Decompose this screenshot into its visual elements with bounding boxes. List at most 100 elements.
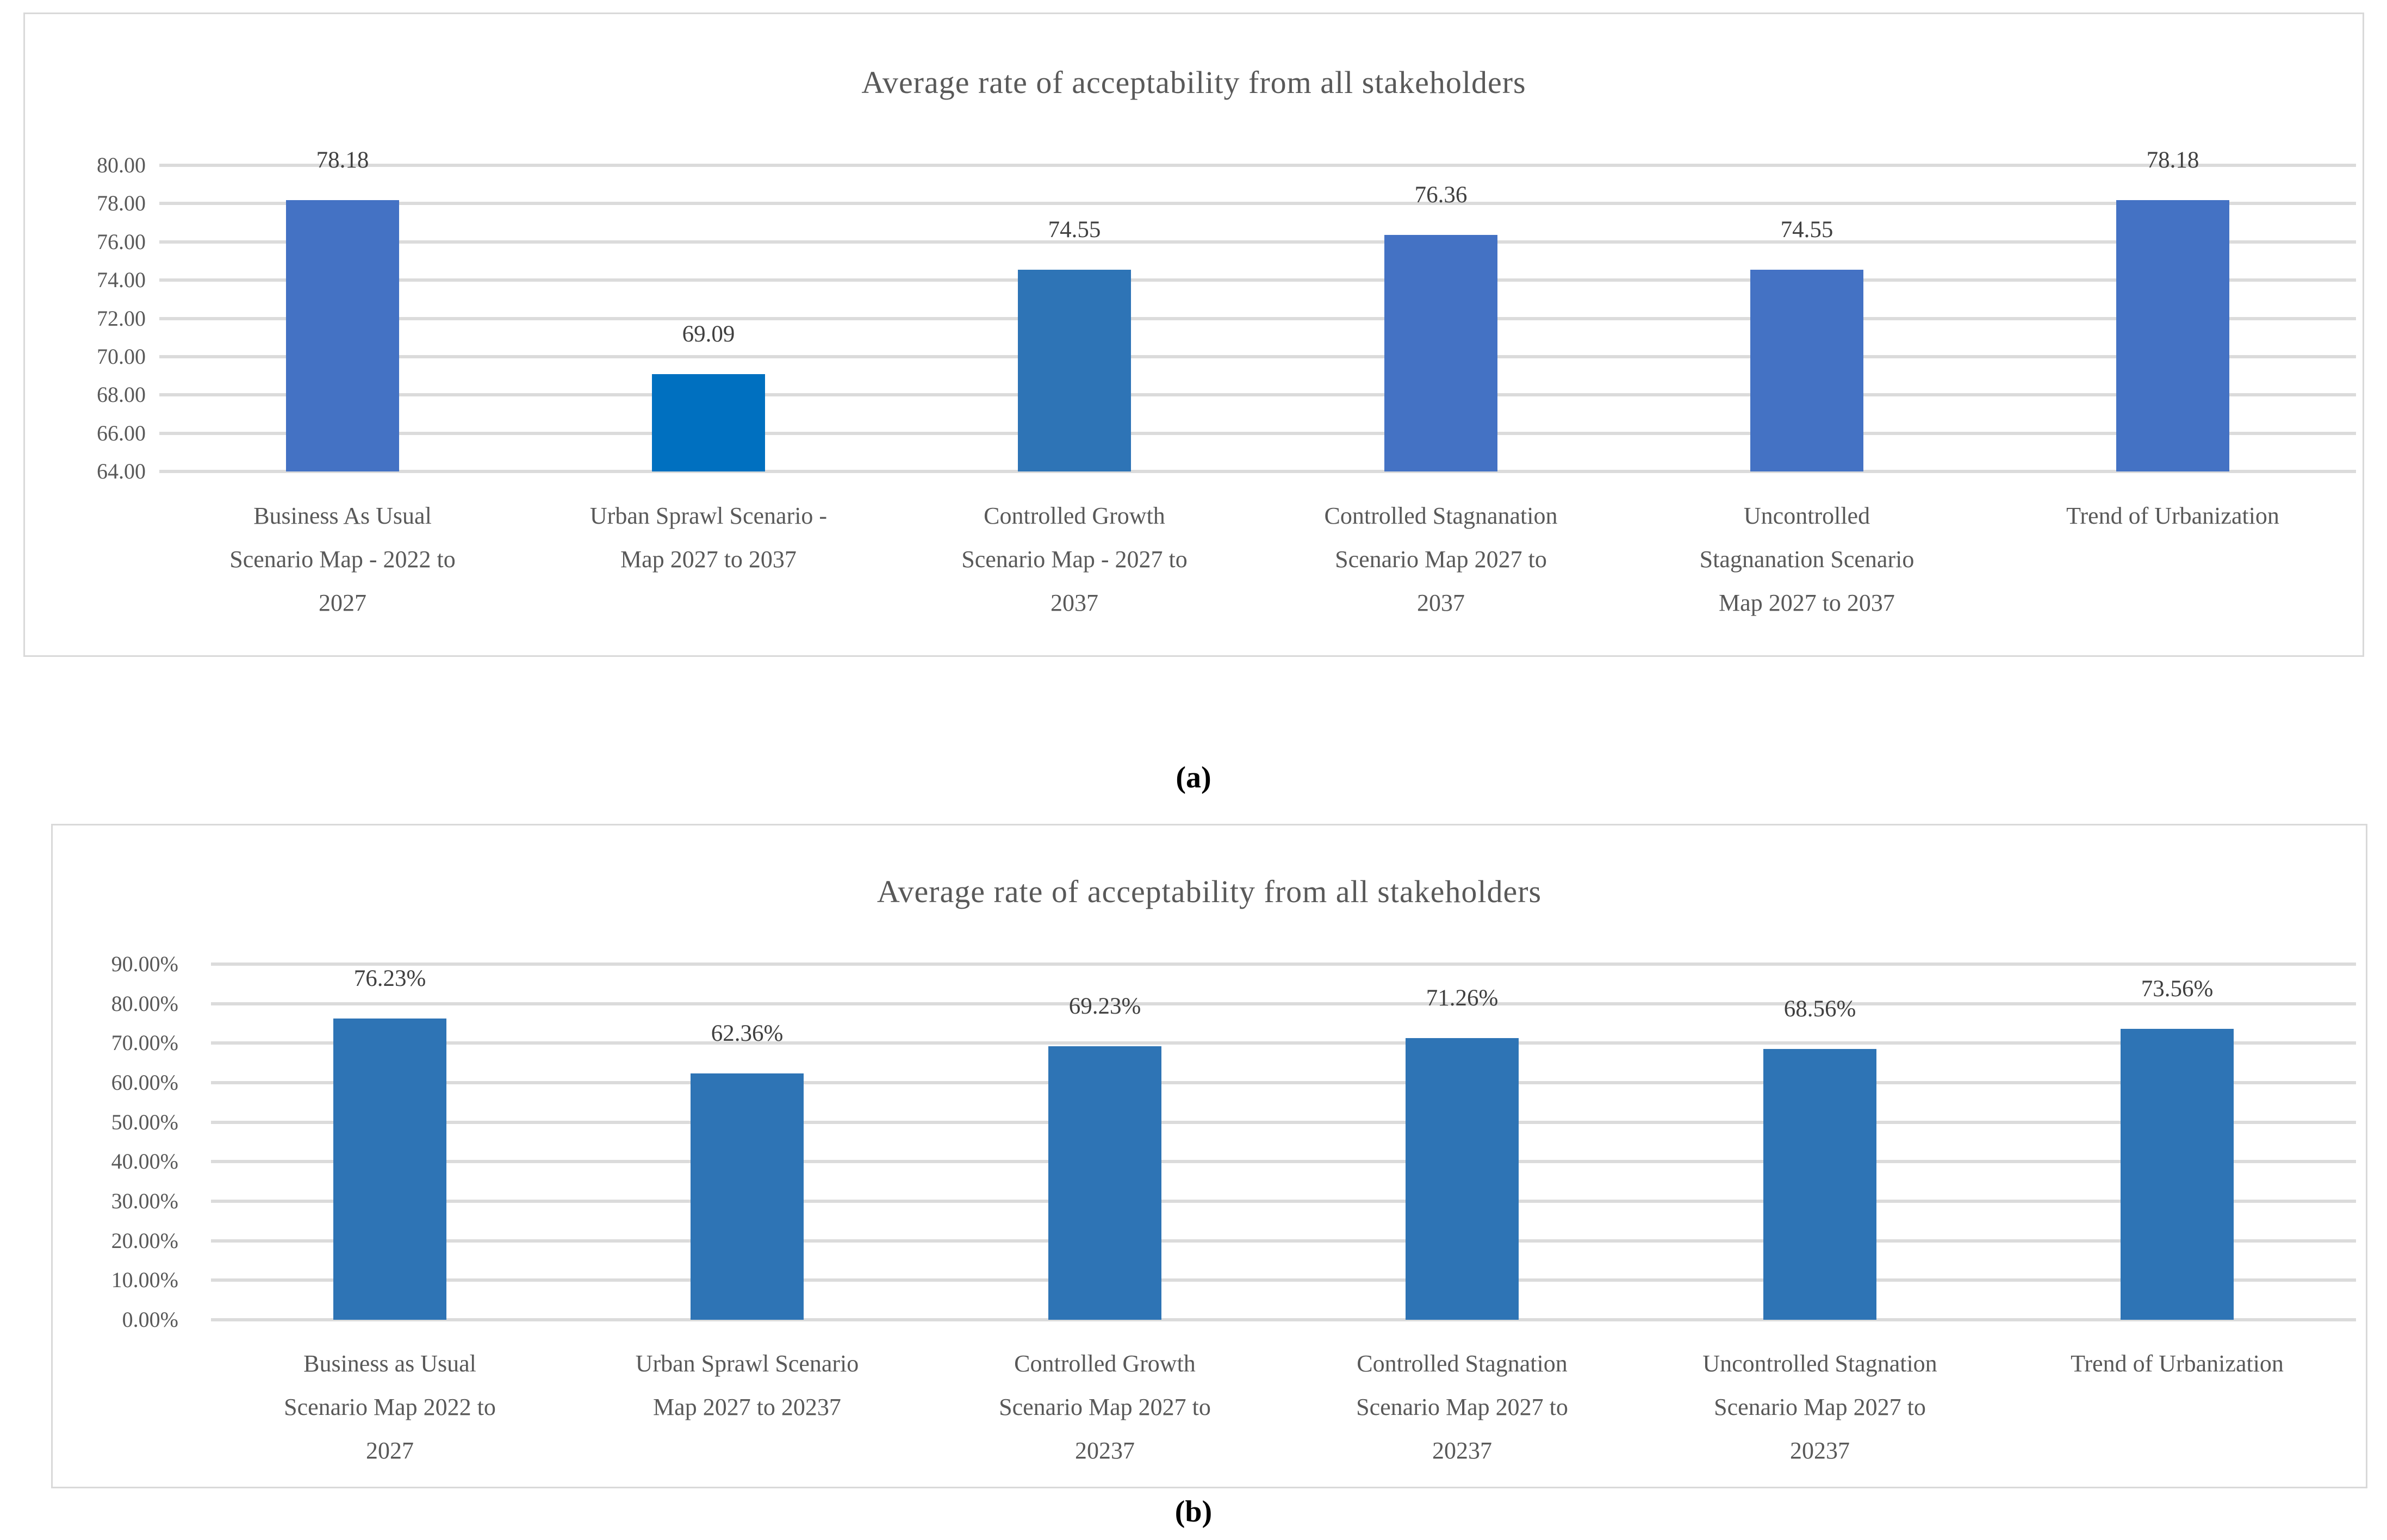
gridline — [159, 317, 2356, 320]
bar-value-label: 68.56% — [1783, 996, 1856, 1022]
category-label: Trend of Urbanization — [2003, 1342, 2351, 1386]
bar — [1406, 1038, 1519, 1320]
category-label-line: Map 2027 to 20237 — [653, 1394, 841, 1420]
gridline — [211, 962, 2356, 966]
category-label-line: 20237 — [1790, 1437, 1850, 1464]
category-label: Uncontrolled Stagnanation Scenario Map 202… — [1627, 494, 1986, 625]
y-tick-label: 68.00 — [97, 382, 146, 407]
category-label: Business as Usual Scenario Map 2022 to 202… — [216, 1342, 564, 1473]
gridline — [211, 1081, 2356, 1084]
category-label-line: Scenario Map - 2022 to — [229, 546, 456, 573]
category-label-line: Business as Usual — [303, 1350, 476, 1377]
category-label-line: Map 2027 to 2037 — [620, 546, 797, 573]
category-label-line: 20237 — [1432, 1437, 1492, 1464]
gridline — [159, 202, 2356, 205]
category-label-line: Controlled Growth — [1014, 1350, 1196, 1377]
bar-value-label: 76.36 — [1414, 182, 1468, 208]
gridline — [211, 1239, 2356, 1243]
bar-value-label: 69.23% — [1068, 993, 1141, 1019]
y-tick-label: 10.00% — [111, 1268, 178, 1292]
y-tick-label: 90.00% — [111, 952, 178, 976]
category-label-line: Map 2027 to 2037 — [1719, 589, 1895, 616]
gridline — [159, 432, 2356, 435]
y-tick-label: 20.00% — [111, 1228, 178, 1253]
bar-value-label: 73.56% — [2141, 976, 2214, 1002]
bar — [286, 200, 399, 471]
y-tick-label: 30.00% — [111, 1189, 178, 1213]
category-label-line: Trend of Urbanization — [2071, 1350, 2284, 1377]
bar — [1750, 270, 1863, 471]
gridline — [211, 1002, 2356, 1005]
category-label-line: 20237 — [1075, 1437, 1135, 1464]
bar-value-label: 74.55 — [1780, 217, 1833, 243]
category-label: Trend of Urbanization — [1993, 494, 2352, 538]
bar-value-label: 69.09 — [682, 321, 735, 347]
chart-a: Average rate of acceptability from all s… — [23, 13, 2364, 657]
category-label-line: 2037 — [1050, 589, 1098, 616]
y-tick-label: 80.00 — [97, 153, 146, 177]
bar-value-label: 74.55 — [1048, 217, 1101, 243]
y-tick-label: 80.00% — [111, 991, 178, 1016]
category-label-line: 2027 — [319, 589, 366, 616]
category-label-line: Urban Sprawl Scenario - — [589, 502, 828, 529]
bar — [691, 1073, 804, 1320]
category-label-line: Business As Usual — [253, 502, 432, 529]
y-tick-label: 70.00 — [97, 344, 146, 369]
y-tick-label: 0.00% — [122, 1307, 178, 1332]
gridline — [211, 1318, 2356, 1321]
y-tick-label: 66.00 — [97, 421, 146, 445]
category-label: Urban Sprawl Scenario Map 2027 to 20237 — [573, 1342, 921, 1429]
y-tick-label: 40.00% — [111, 1149, 178, 1173]
gridline — [211, 1041, 2356, 1045]
bar — [652, 374, 765, 471]
bar — [1763, 1049, 1876, 1320]
gridline — [159, 470, 2356, 473]
bar — [2116, 200, 2229, 471]
bar — [333, 1019, 446, 1320]
gridline — [159, 164, 2356, 167]
bar — [1384, 235, 1497, 471]
category-label-line: Controlled Stagnanation — [1324, 502, 1558, 529]
category-label-line: Controlled Stagnation — [1357, 1350, 1568, 1377]
category-label: Urban Sprawl Scenario - Map 2027 to 2037 — [529, 494, 888, 581]
category-label: Uncontrolled Stagnation Scenario Map 2027… — [1646, 1342, 1994, 1473]
category-label-line: Uncontrolled Stagnation — [1702, 1350, 1937, 1377]
category-label-line: 2037 — [1417, 589, 1465, 616]
gridline — [211, 1121, 2356, 1124]
category-label-line: Scenario Map - 2027 to — [961, 546, 1188, 573]
category-label-line: Urban Sprawl Scenario — [635, 1350, 859, 1377]
gridline — [159, 240, 2356, 244]
category-label-line: Scenario Map 2027 to — [999, 1394, 1211, 1420]
y-tick-label: 72.00 — [97, 306, 146, 331]
y-tick-label: 76.00 — [97, 229, 146, 254]
bar — [2121, 1029, 2234, 1320]
y-tick-label: 50.00% — [111, 1110, 178, 1134]
gridline — [159, 393, 2356, 396]
y-tick-label: 60.00% — [111, 1070, 178, 1095]
gridline — [211, 1278, 2356, 1282]
bar-value-label: 71.26% — [1426, 985, 1499, 1011]
category-label-line: Uncontrolled — [1743, 502, 1870, 529]
category-label-line: Scenario Map 2022 to — [284, 1394, 496, 1420]
y-tick-label: 74.00 — [97, 268, 146, 292]
category-label-line: Trend of Urbanization — [2066, 502, 2279, 529]
category-label: Controlled Growth Scenario Map - 2027 to 2… — [895, 494, 1254, 625]
category-label-line: Controlled Growth — [984, 502, 1165, 529]
category-label: Controlled Stagnanation Scenario Map 2027… — [1261, 494, 1620, 625]
category-label: Controlled Stagnation Scenario Map 2027 t… — [1288, 1342, 1636, 1473]
gridline — [159, 355, 2356, 358]
bar — [1048, 1046, 1161, 1320]
chart-b: Average rate of acceptability from all s… — [51, 824, 2367, 1488]
y-tick-label: 78.00 — [97, 191, 146, 215]
caption-a: (a) — [1176, 761, 1211, 794]
category-label: Controlled Growth Scenario Map 2027 to 202… — [931, 1342, 1279, 1473]
y-tick-label: 70.00% — [111, 1030, 178, 1055]
category-label-line: Scenario Map 2027 to — [1714, 1394, 1926, 1420]
caption-b: (b) — [1174, 1495, 1213, 1529]
gridline — [211, 1160, 2356, 1163]
gridline — [159, 278, 2356, 282]
bar-value-label: 78.18 — [316, 147, 369, 173]
category-label: Business As Usual Scenario Map - 2022 to 2… — [163, 494, 522, 625]
y-tick-label: 64.00 — [97, 459, 146, 483]
gridline — [211, 1200, 2356, 1203]
